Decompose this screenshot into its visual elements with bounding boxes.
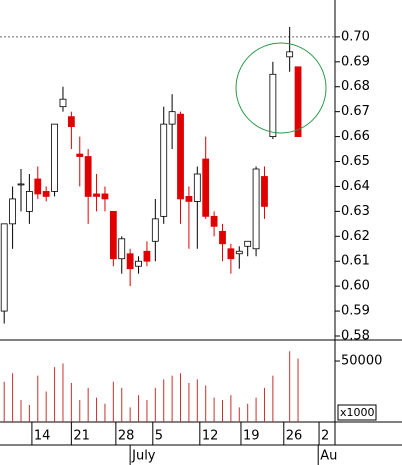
y-tick-label: 0.65 (341, 154, 370, 169)
candle-body (160, 123, 168, 217)
y-tick-label: 0.62 (341, 229, 370, 244)
candle-body (9, 198, 16, 225)
candle-body (286, 51, 294, 58)
candle-body (219, 230, 226, 245)
candle-body (252, 168, 260, 250)
y-tick-label: 0.58 (341, 329, 370, 344)
candle-body (109, 210, 117, 260)
candle-body (261, 176, 268, 207)
x-tick-label: 21 (73, 429, 90, 444)
candle-body (151, 218, 159, 242)
x-tick-label: 14 (34, 429, 51, 444)
x-tick-label: 2 (321, 429, 329, 444)
month-label: July (131, 449, 156, 464)
y-tick-label: 0.70 (341, 29, 370, 44)
y-tick-label: 0.59 (341, 304, 370, 319)
candle-body (193, 173, 201, 202)
month-label: Au (320, 449, 337, 464)
x-tick-label: 12 (202, 429, 219, 444)
candle-body (235, 250, 243, 255)
candle-body (135, 260, 142, 267)
y-tick-label: 0.66 (341, 129, 370, 144)
x-tick-label: 5 (155, 429, 163, 444)
y-tick-label: 0.63 (341, 204, 370, 219)
candle-body (34, 178, 42, 195)
candle-body (17, 183, 25, 186)
candle-body (118, 238, 126, 260)
y-tick-label: 0.68 (341, 79, 370, 94)
candle-body (42, 191, 50, 197)
volume-tick-label: 50000 (341, 354, 382, 369)
candle-body (168, 111, 176, 125)
x-tick-label: 19 (243, 429, 260, 444)
candle-body (76, 153, 84, 157)
candle-body (269, 73, 277, 137)
candle-body (84, 156, 92, 197)
candle-body (101, 193, 109, 200)
candle-body (143, 250, 151, 262)
candle-body (59, 98, 67, 108)
candle-body (0, 223, 8, 312)
candle-body (177, 113, 184, 200)
candle-body (126, 253, 134, 270)
candle-body (210, 215, 218, 227)
unit-box (337, 404, 377, 421)
candle-body (227, 248, 235, 260)
y-tick-label: 0.60 (341, 279, 370, 294)
y-tick-label: 0.61 (341, 254, 370, 269)
candle-body (202, 158, 210, 217)
candle-body (93, 193, 100, 197)
candle-body (185, 196, 193, 202)
candle-body (294, 66, 302, 137)
x-tick-label: 28 (118, 429, 135, 444)
candle-body (244, 240, 252, 247)
highlight-circle (235, 42, 327, 134)
candle-body (51, 123, 58, 192)
y-tick-label: 0.67 (341, 104, 370, 119)
candle-body (25, 191, 33, 212)
x-tick-label: 26 (286, 429, 303, 444)
y-tick-label: 0.69 (341, 54, 370, 69)
candle-body (67, 116, 75, 128)
volume-unit: x1000 (340, 406, 375, 419)
y-tick-label: 0.64 (341, 179, 370, 194)
